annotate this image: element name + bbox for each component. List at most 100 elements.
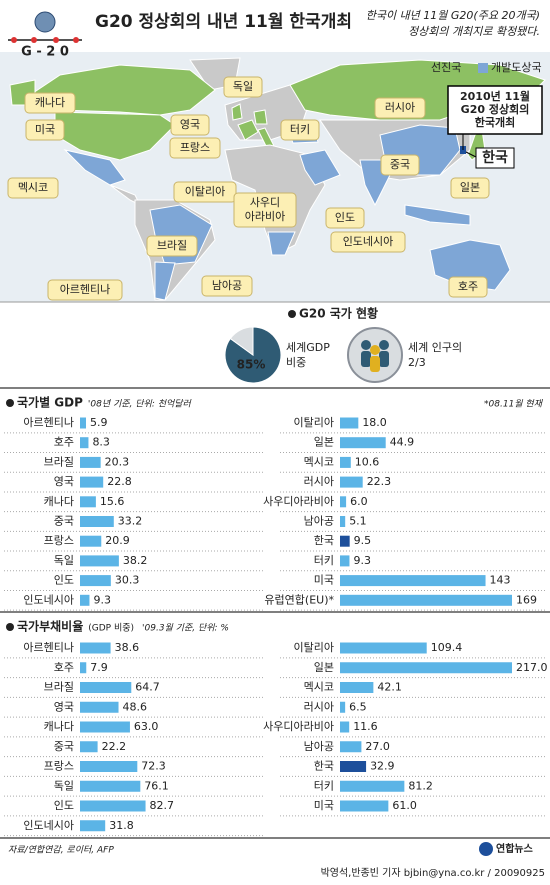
category-label: 캐나다 [44, 495, 74, 508]
bar [340, 662, 512, 674]
value-label: 5.1 [349, 515, 367, 528]
bar [340, 456, 351, 468]
bar [80, 682, 132, 693]
south-africa [267, 231, 296, 256]
country-label-box [169, 137, 221, 159]
bar [340, 476, 363, 488]
category-label: 유럽연합(EU)* [264, 592, 334, 606]
country-label: 아라비아 [245, 210, 285, 223]
argentina [154, 261, 176, 301]
category-label: 영국 [54, 700, 74, 713]
bar [340, 594, 512, 606]
value-label: 15.6 [100, 495, 125, 508]
category-label: 프랑스 [44, 760, 74, 773]
value-label: 64.7 [135, 681, 160, 694]
category-label: 인도네시아 [23, 593, 74, 606]
bar [340, 701, 346, 713]
category-label: 인도 [54, 574, 74, 587]
legend-swatch [478, 63, 488, 73]
value-label: 38.2 [123, 554, 148, 567]
title: G20 정상회의 내년 11월 한국개최 [95, 12, 352, 32]
bar [340, 575, 486, 587]
subtitle: 정상회의 개최지로 확정됐다. [408, 25, 540, 38]
category-label: 한국 [314, 760, 334, 773]
value-label: 22.3 [367, 475, 392, 488]
category-label: 미국 [314, 574, 334, 587]
population-text: 세계 인구의 [408, 341, 462, 354]
category-label: 러시아 [304, 700, 334, 713]
bar [80, 575, 111, 587]
mexico [63, 149, 126, 186]
bar [340, 496, 347, 508]
country-label: 한국 [482, 150, 508, 166]
value-label: 8.3 [92, 436, 110, 449]
bar [340, 437, 386, 449]
callout-text: 2010년 11월 [460, 89, 530, 103]
country-label: 러시아 [385, 101, 415, 114]
uk [231, 103, 243, 121]
category-label: 영국 [54, 475, 74, 488]
category-label: 터키 [314, 779, 334, 792]
category-label: 중국 [54, 515, 74, 528]
country-label: 아르헨티나 [60, 283, 111, 296]
value-label: 42.1 [377, 681, 402, 694]
bar [340, 741, 362, 753]
category-label: 일본 [314, 660, 334, 674]
country-label: 독일 [233, 79, 253, 93]
bar [80, 701, 119, 713]
country-label-box [450, 177, 490, 199]
category-label: 남아공 [304, 515, 334, 528]
country-label-box [330, 231, 406, 253]
value-label: 9.3 [93, 593, 111, 606]
value-label: 27.0 [365, 740, 390, 753]
value-label: 6.5 [349, 700, 367, 713]
bar [80, 662, 87, 674]
bar [80, 555, 119, 567]
g20-logo [8, 11, 82, 43]
category-label: 브라질 [44, 681, 74, 694]
country-label-box [280, 119, 320, 141]
country-label-box [47, 279, 123, 301]
logo-text: G - 2 0 [21, 45, 69, 60]
bar [80, 820, 106, 832]
country-label: 인도네시아 [343, 235, 394, 248]
category-label: 캐나다 [44, 720, 74, 733]
category-label: 멕시코 [304, 455, 334, 468]
bar [340, 642, 427, 654]
bar [340, 555, 350, 567]
value-label: 5.9 [90, 416, 108, 429]
category-label: 중국 [54, 740, 74, 753]
country-label-box [374, 97, 426, 119]
category-label: 한국 [314, 534, 334, 547]
country-label: 터키 [290, 123, 310, 136]
country-label: 남아공 [212, 279, 242, 292]
country-label-box [146, 235, 198, 257]
country-label-box [223, 76, 263, 98]
saudi-arabia [299, 149, 341, 186]
bar [80, 535, 102, 547]
country-label: 중국 [390, 158, 410, 171]
country-label: 프랑스 [180, 141, 210, 154]
bar [80, 721, 130, 733]
bar [80, 594, 90, 606]
value-label: 63.0 [134, 720, 159, 733]
pie-value-label: 85% [237, 358, 266, 372]
chart-subtitle: '09.3월 기준, 단위: % [142, 623, 229, 634]
bar [80, 496, 96, 508]
category-label: 사우디아라비아 [263, 495, 334, 508]
bar [80, 437, 89, 449]
bar [80, 800, 146, 812]
country-label-box [475, 147, 515, 169]
pie-label: 세계GDP [286, 341, 330, 354]
value-label: 217.0 [516, 661, 548, 674]
country-label: 일본 [460, 180, 480, 194]
category-label: 미국 [314, 799, 334, 812]
value-label: 22.8 [107, 475, 132, 488]
bar [80, 761, 138, 772]
category-label: 호주 [54, 436, 74, 449]
value-label: 20.3 [105, 455, 130, 468]
country-label-box [325, 207, 365, 229]
value-label: 72.3 [141, 760, 166, 773]
country-label: 영국 [180, 118, 200, 131]
